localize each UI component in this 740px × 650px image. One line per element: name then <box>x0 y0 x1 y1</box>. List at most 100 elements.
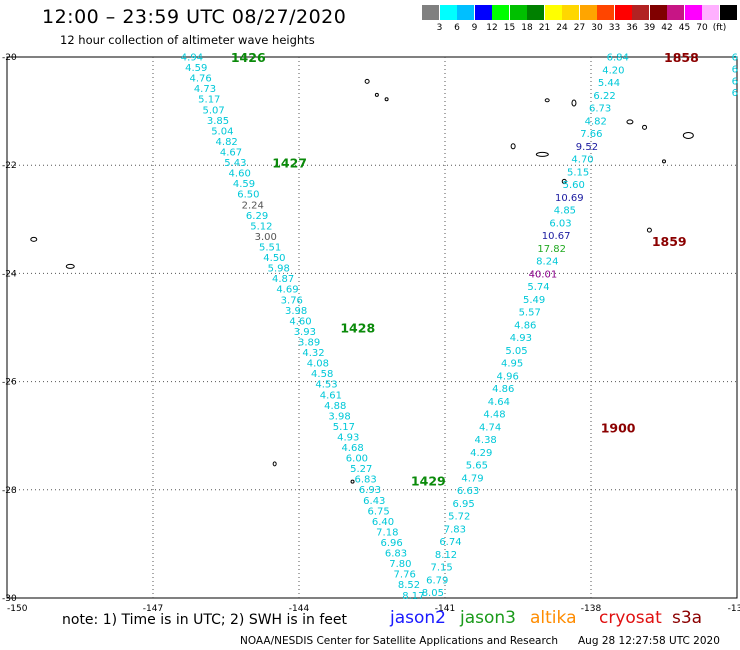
island-outline <box>561 178 567 184</box>
pass-time-label: 1858 <box>664 50 699 65</box>
legend-swatch <box>579 5 597 20</box>
legend-swatch <box>719 5 737 20</box>
island-outline <box>350 479 355 484</box>
wave-height-value: 8.52 <box>398 580 420 591</box>
wave-height-value: 4.96 <box>497 371 519 382</box>
wave-height-value: 3.76 <box>281 295 303 306</box>
wave-height-value: 4.70 <box>571 155 593 166</box>
wave-height-value: 8.05 <box>422 588 444 599</box>
wave-height-value: 7.66 <box>580 129 602 140</box>
wave-height-value: 7.80 <box>389 559 411 570</box>
wave-height-value: 8.12 <box>435 550 457 561</box>
wave-height-value: 5.65 <box>466 461 488 472</box>
wave-height-value: 6.40 <box>372 517 394 528</box>
edge-track-value: 6 <box>732 53 738 64</box>
wave-height-value: 4.29 <box>470 448 492 459</box>
satellite-s3a: s3a <box>672 608 703 628</box>
island-outline <box>544 98 550 103</box>
wave-height-value: 4.86 <box>492 384 514 395</box>
legend-swatch <box>527 5 544 20</box>
color-scale-legend: 3 6 9 12 15 18 21 24 27 30 33 36 39 42 45 70 (ft) <box>422 5 740 35</box>
wave-height-value: 6.22 <box>593 91 615 102</box>
longitude-tick-label: -147 <box>143 604 163 614</box>
legend-swatch <box>439 5 457 20</box>
legend-swatch <box>667 5 684 20</box>
pass-time-label: 1429 <box>411 474 446 489</box>
legend-swatch <box>597 5 614 20</box>
wave-height-value: 7.15 <box>431 563 453 574</box>
island-outline <box>510 143 516 150</box>
pass-time-label: 1428 <box>340 321 375 336</box>
latitude-tick-label: -22 <box>2 161 17 171</box>
wave-height-value: 6.03 <box>549 218 571 229</box>
wave-height-value: 6.95 <box>453 499 475 510</box>
legend-label: 45 <box>678 23 691 33</box>
island-outline <box>626 119 634 125</box>
wave-height-value: 4.93 <box>337 432 359 443</box>
wave-height-value: 8.17 <box>402 591 424 602</box>
wave-height-value: 4.86 <box>514 320 536 331</box>
legend-swatch <box>544 5 562 20</box>
wave-height-value: 5.57 <box>519 308 541 319</box>
wave-height-value: 4.48 <box>483 410 505 421</box>
longitude-tick-label: -144 <box>289 604 310 614</box>
legend-label: 12 <box>486 23 498 33</box>
wave-height-value: 4.08 <box>307 359 329 370</box>
legend-swatch <box>632 5 649 20</box>
legend-label: 6 <box>454 23 460 33</box>
longitude-tick-label: -141 <box>435 604 455 614</box>
satellite-cryosat: cryosat <box>599 608 662 628</box>
wave-height-value: 3.85 <box>207 116 229 127</box>
legend-swatch <box>649 5 667 20</box>
island-outline <box>384 97 389 102</box>
legend-label: 3 <box>436 23 443 33</box>
latitude-tick-label: -28 <box>2 486 17 496</box>
legend-label: 42 <box>661 23 673 33</box>
wave-height-value: 6.93 <box>359 485 381 496</box>
island-outline <box>571 99 577 107</box>
wave-height-value: 4.50 <box>263 253 285 264</box>
wave-height-value: 4.76 <box>189 74 211 85</box>
wave-height-value: 5.98 <box>268 264 290 275</box>
legend-label: 70 <box>696 23 708 33</box>
wave-height-value: 6.96 <box>381 538 403 549</box>
legend-swatch <box>702 5 719 20</box>
island-outline <box>642 124 648 130</box>
wave-height-value: 5.05 <box>505 346 527 357</box>
map-frame <box>6 56 738 599</box>
wave-height-value: 4.82 <box>585 116 607 127</box>
wave-height-value: 6.83 <box>385 549 407 560</box>
wave-height-value: 4.88 <box>324 401 346 412</box>
wave-height-value: 4.60 <box>229 169 251 180</box>
wave-height-value: 6.29 <box>246 211 268 222</box>
wave-height-value: 40.01 <box>529 269 558 280</box>
wave-height-value: 6.63 <box>457 486 479 497</box>
island-outline <box>65 263 75 269</box>
wave-height-value: 6.00 <box>346 454 368 465</box>
wave-height-value: 4.87 <box>272 274 294 285</box>
wave-height-value: 10.67 <box>542 231 571 242</box>
footer-note: note: 1) Time is in UTC; 2) SWH is in fe… <box>62 612 348 628</box>
pass-time-label: 1859 <box>652 234 687 249</box>
wave-height-value: 4.73 <box>194 84 216 95</box>
latitude-tick-label: -24 <box>2 269 17 279</box>
wave-height-value: 6.73 <box>589 104 611 115</box>
wave-height-value: 4.20 <box>602 65 624 76</box>
wave-height-value: 6.75 <box>367 506 389 517</box>
island-outline <box>646 227 652 233</box>
wave-height-value: 4.95 <box>501 359 523 370</box>
pass-time-label: 1426 <box>231 50 266 65</box>
wave-height-value: 4.53 <box>315 380 337 391</box>
wave-height-value: 5.27 <box>350 464 372 475</box>
longitude-tick-label: -13 <box>728 604 740 614</box>
wave-height-value: 4.94 <box>181 53 203 64</box>
wave-height-value: 7.76 <box>394 570 416 581</box>
island-outline <box>682 131 694 139</box>
generated-timestamp: Aug 28 12:27:58 UTC 2020 <box>578 635 720 647</box>
island-outline <box>30 236 38 242</box>
wave-height-value: 2.24 <box>242 200 264 211</box>
wave-height-value: 4.61 <box>320 390 342 401</box>
legend-swatch <box>562 5 579 20</box>
edge-track-value: 6 <box>732 88 738 99</box>
